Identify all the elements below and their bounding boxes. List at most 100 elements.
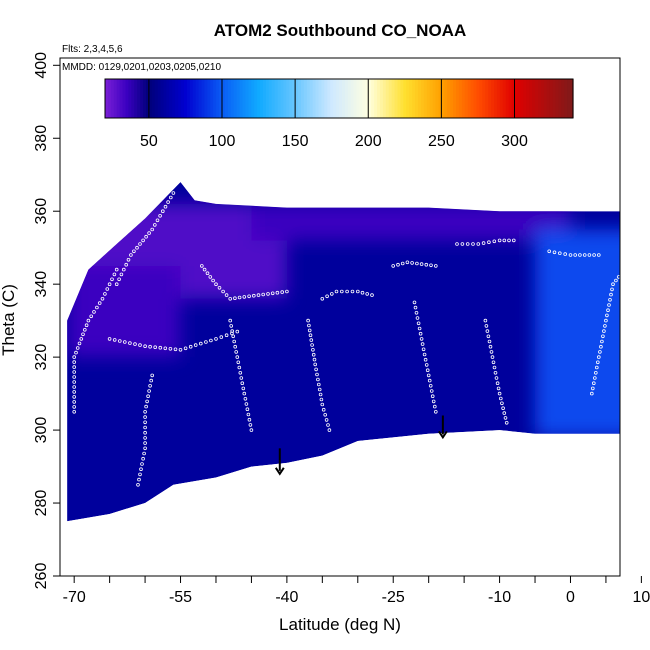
sample-point [596,355,601,359]
sample-point [360,290,365,295]
colorbar-segment [315,79,320,118]
sample-point [598,350,602,354]
sample-point [311,347,315,352]
sample-point [599,344,603,349]
sample-point [202,267,207,272]
colorbar-segment [248,79,252,118]
sample-point [413,305,418,310]
sample-point [285,289,289,294]
sample-point [308,333,313,338]
sample-point [319,397,324,402]
sample-point [307,323,311,328]
colorbar-segment [163,79,168,118]
colorbar-segment [224,79,229,118]
sample-point [224,293,229,297]
colorbar-segment [499,79,504,118]
colorbar-segment [365,79,369,118]
sample-point [423,357,428,362]
colorbar: 50 100 150 200 250 300 [104,78,574,150]
colorbar-segment [105,79,109,118]
sample-point [419,262,424,266]
sample-point [270,291,275,296]
sample-point [606,308,610,313]
sample-point [72,355,76,359]
sample-point [415,261,419,266]
colorbar-segment [350,79,355,118]
sample-point [178,347,183,352]
sample-point [110,277,114,282]
colorbar-segment [400,79,404,118]
colorbar-tick-label: 150 [282,133,309,150]
sample-point [622,267,627,272]
colorbar-segment [517,79,521,118]
colorbar-segment [219,79,223,118]
colorbar-segment [409,79,413,118]
sample-point [280,290,285,294]
colorbar-segment [233,79,238,118]
colorbar-segment [289,79,293,118]
sample-point [601,334,605,339]
sample-point [492,365,497,370]
colorbar-segment [368,79,372,118]
colorbar-segment [292,79,296,118]
colorbar-segment [476,79,480,118]
colorbar-segment [306,79,311,118]
sample-point [465,242,470,246]
colorbar-segment [280,79,285,118]
colorbar-segment [300,79,305,118]
sample-point [345,289,349,294]
colorbar-segment [385,79,390,118]
sample-point [86,318,91,323]
sample-point [312,357,317,362]
sample-point [425,368,430,373]
sample-point [334,289,339,294]
colorbar-tick-label: 100 [209,133,236,150]
colorbar-segment [122,79,127,118]
y-axis: 260 280 300 320 340 360 380 400 [33,52,60,590]
sample-point [173,347,178,352]
colorbar-segment [140,79,144,118]
colorbar-segment [371,79,375,118]
colorbar-segment [406,79,410,118]
sample-point [488,344,493,349]
sample-point [143,415,147,419]
sample-point [306,318,310,323]
sample-point [433,264,438,268]
sample-point [603,324,607,328]
sample-point [412,300,417,305]
sample-point [552,250,557,255]
sample-point [158,345,163,350]
sample-point [502,238,507,243]
sample-point [460,242,465,246]
sample-point [83,327,87,332]
y-tick-label: 260 [33,563,50,590]
sample-point [138,242,142,246]
sample-point [495,381,500,386]
sample-point [432,404,437,409]
flights-annotation: Flts: 2,3,4,5,6 [62,44,123,55]
sample-point [568,253,573,257]
x-axis: -70-55-40-25-1001020304050607080 [63,576,650,606]
sample-point [433,409,438,414]
colorbar-segment [467,79,472,118]
sample-point [275,290,280,295]
sample-point [199,341,203,346]
sample-point [639,253,644,257]
sample-point [490,355,495,359]
colorbar-segment [435,79,440,118]
sample-point [428,383,433,388]
colorbar-segment [508,79,513,118]
sample-point [150,227,155,232]
sample-point [143,446,147,451]
sample-point [72,405,76,409]
sample-point [144,234,148,239]
sample-point [421,347,426,352]
colorbar-segment [236,79,241,118]
sample-point [589,391,594,396]
sample-point [486,334,491,339]
mmdd-annotation: MMDD: 0129,0201,0203,0205,0210 [62,62,221,73]
sample-point [144,404,148,409]
chart-title: ATOM2 Southbound CO_NOAA [214,21,466,40]
sample-point [501,406,505,411]
colorbar-segment [312,79,317,118]
